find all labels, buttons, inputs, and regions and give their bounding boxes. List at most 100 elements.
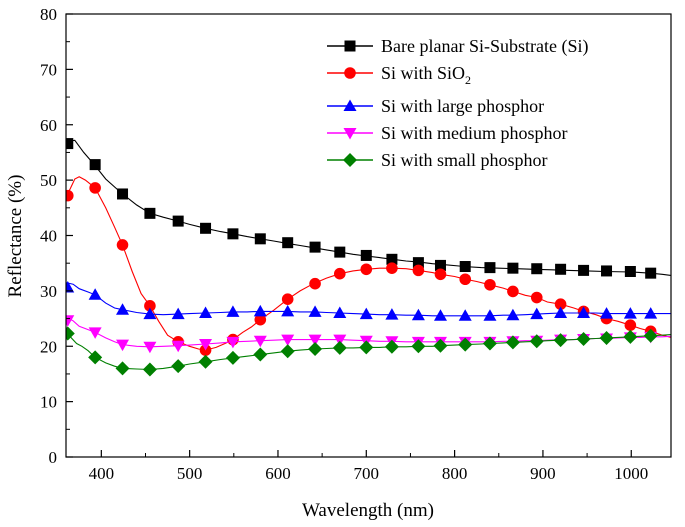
y-tick-label-8: 70 xyxy=(40,60,57,79)
data-point-s2-4 xyxy=(144,300,156,312)
data-point-s2-17 xyxy=(484,278,496,291)
y-axis-title: Reflectance (%) xyxy=(5,175,26,298)
data-point-s3-13 xyxy=(385,308,399,320)
data-point-s3-24 xyxy=(644,307,658,319)
data-point-s2-19 xyxy=(530,291,543,304)
legend-label-text-2: Si with SiO xyxy=(381,63,465,83)
data-point-s2-20 xyxy=(554,298,567,310)
data-point-s3-3 xyxy=(116,303,130,315)
data-point-s4-9 xyxy=(281,334,295,347)
data-point-s3-12 xyxy=(359,307,373,320)
y-tick-label-7: 60 xyxy=(40,116,57,135)
data-point-s1-11 xyxy=(334,246,346,258)
data-point-s4-4 xyxy=(143,341,157,354)
data-point-s4-10 xyxy=(308,334,322,347)
data-point-s5-18 xyxy=(505,335,520,350)
data-point-s5-1 xyxy=(66,326,75,341)
data-point-s5-23 xyxy=(623,329,638,344)
data-point-s3-1 xyxy=(66,281,75,293)
data-point-s3-16 xyxy=(458,309,472,321)
data-point-s2-2 xyxy=(89,182,101,194)
legend-label-text-5: Si with small phosphor xyxy=(381,150,548,170)
data-point-s5-8 xyxy=(253,347,268,362)
data-point-s5-20 xyxy=(553,333,568,348)
y-tick-label-1: 0 xyxy=(49,448,58,467)
y-axis-tick-labels: 0 10 20 30 40 50 60 70 80 xyxy=(40,5,57,467)
x-tick-label-1: 400 xyxy=(89,464,115,483)
plot-frame xyxy=(65,13,672,458)
y-tick-label-3: 20 xyxy=(40,337,57,356)
data-point-s3-10 xyxy=(308,305,322,317)
data-point-s2-14 xyxy=(412,264,425,277)
legend-item-4: Si with medium phosphor xyxy=(327,123,568,143)
data-point-s5-24 xyxy=(643,328,658,343)
data-point-s1-8 xyxy=(254,233,266,245)
data-point-s2-13 xyxy=(386,262,398,274)
y-tick-label-6: 50 xyxy=(40,171,57,190)
data-point-s5-11 xyxy=(332,340,347,355)
data-point-s2-11 xyxy=(333,267,346,280)
data-point-s3-19 xyxy=(530,307,544,320)
legend-marker-5 xyxy=(343,153,357,167)
x-tick-label-2: 500 xyxy=(177,464,203,483)
y-tick-label-5: 40 xyxy=(40,227,57,246)
data-point-s1-12 xyxy=(360,249,372,261)
x-tick-label-5: 800 xyxy=(442,464,468,483)
legend: Bare planar Si-Substrate (Si) Si with SiO… xyxy=(327,36,588,170)
x-axis-title: Wavelength (nm) xyxy=(302,500,434,521)
data-point-s5-12 xyxy=(359,340,374,355)
y-tick-label-2: 10 xyxy=(40,393,57,412)
data-point-s3-8 xyxy=(253,304,267,317)
legend-label-3: Si with large phosphor xyxy=(381,96,544,116)
data-point-s1-5 xyxy=(172,215,184,227)
data-point-s2-15 xyxy=(434,268,447,281)
data-point-s3-9 xyxy=(281,304,295,317)
data-point-s3-6 xyxy=(199,306,213,319)
data-point-s5-22 xyxy=(599,330,614,345)
data-point-s1-21 xyxy=(578,264,590,276)
y-tick-label-4: 30 xyxy=(40,282,57,301)
series-1 xyxy=(66,138,671,279)
data-point-s3-23 xyxy=(623,307,637,319)
data-point-s5-21 xyxy=(576,332,591,347)
data-point-s5-17 xyxy=(482,336,497,351)
legend-marker-1 xyxy=(344,40,356,52)
data-point-s1-18 xyxy=(507,262,519,274)
legend-label-2: Si with SiO2 xyxy=(381,63,471,87)
data-point-s4-2 xyxy=(88,327,102,339)
data-point-s1-19 xyxy=(531,263,543,275)
data-point-s1-4 xyxy=(144,207,156,219)
data-point-s1-2 xyxy=(89,159,101,171)
data-point-s1-10 xyxy=(309,241,321,253)
data-point-s3-18 xyxy=(506,308,520,321)
data-point-s4-5 xyxy=(171,340,185,353)
legend-marker-4 xyxy=(343,128,357,140)
data-point-s5-7 xyxy=(225,350,240,365)
data-point-s2-18 xyxy=(507,285,519,298)
legend-item-5: Si with small phosphor xyxy=(327,150,548,170)
x-tick-label-6: 900 xyxy=(530,464,556,483)
data-point-s2-12 xyxy=(360,263,373,276)
data-point-s1-14 xyxy=(412,257,424,269)
plot-series-layer xyxy=(66,138,671,377)
data-point-s1-24 xyxy=(645,267,657,279)
data-point-s1-7 xyxy=(227,228,239,240)
legend-marker-2 xyxy=(344,67,356,79)
legend-label-subscript-2: 2 xyxy=(465,73,471,87)
legend-item-3: Si with large phosphor xyxy=(327,96,544,116)
data-point-s5-14 xyxy=(411,339,426,354)
data-point-s3-14 xyxy=(411,308,425,321)
data-point-s1-9 xyxy=(282,237,294,249)
legend-marker-3 xyxy=(343,99,357,111)
data-point-s5-19 xyxy=(529,334,544,349)
data-point-s3-15 xyxy=(433,309,447,321)
data-point-s3-7 xyxy=(226,305,240,317)
data-point-s5-13 xyxy=(384,339,399,354)
data-point-s1-17 xyxy=(484,262,496,274)
data-point-s4-11 xyxy=(333,334,347,347)
data-point-s3-11 xyxy=(333,306,347,319)
series-5 xyxy=(66,326,671,377)
series-line-2 xyxy=(66,176,671,351)
data-point-s3-17 xyxy=(483,309,497,321)
data-point-s5-3 xyxy=(115,361,130,376)
